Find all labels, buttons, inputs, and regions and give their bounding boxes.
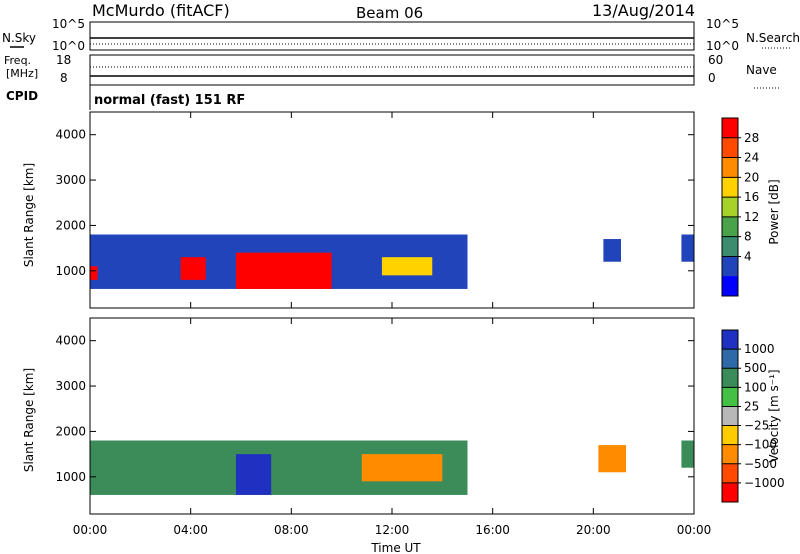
noise-strip: N.Sky 10^5 10^0 10^5 10^0 N.Search <box>2 17 800 53</box>
power-colorbar-tick-label-5: 8 <box>744 230 752 244</box>
x-axis-title: Time UT <box>370 541 421 554</box>
freq-tick-top: 18 <box>56 53 71 67</box>
freq-label-line1: Freq. <box>4 54 31 67</box>
power-ytick-label-3: 4000 <box>55 128 86 142</box>
velocity-colorbar-tick-label-1: 500 <box>744 361 767 375</box>
velocity-colorbar-swatch-0 <box>722 330 738 350</box>
date-title: 13/Aug/2014 <box>592 1 695 20</box>
nsearch-label: N.Search <box>746 31 800 45</box>
velocity-colorbar-swatch-6 <box>722 444 738 465</box>
time-tick-label-6: 00:00 <box>677 523 712 537</box>
time-tick-label-0: 00:00 <box>73 523 108 537</box>
power-region-5 <box>603 239 622 262</box>
velocity-colorbar-swatch-7 <box>722 463 738 484</box>
velocity-colorbar: 1000 500 100 25 −25 −100 −500 −1000 <box>721 329 785 503</box>
power-colorbar-swatch-0 <box>722 118 738 139</box>
velocity-colorbar-tick-label-2: 100 <box>744 380 767 394</box>
nave-label: Nave <box>746 63 777 77</box>
velocity-x-ticks <box>89 318 695 514</box>
power-ytick-label-0: 1000 <box>55 264 86 278</box>
power-panel: 1000 2000 3000 4000 Slant Range [km] <box>22 111 695 309</box>
velocity-colorbar-frame <box>721 329 739 503</box>
nave-tick-top: 60 <box>708 53 723 67</box>
power-ytick-label-2: 3000 <box>55 173 86 187</box>
velocity-colorbar-swatch-4 <box>722 406 738 427</box>
power-colorbar-swatch-3 <box>722 177 738 198</box>
velocity-colorbar-swatch-3 <box>722 387 738 407</box>
nsky-tick-top: 10^5 <box>52 17 85 31</box>
nave-tick-bottom: 0 <box>708 71 716 85</box>
power-colorbar-swatch-1 <box>722 137 738 159</box>
velocity-ytick-label-0: 1000 <box>55 470 86 484</box>
velocity-ytick-label-1: 2000 <box>55 424 86 438</box>
beam-title: Beam 06 <box>356 4 423 22</box>
power-colorbar-swatch-7 <box>722 256 738 277</box>
time-tick-label-2: 08:00 <box>274 523 309 537</box>
velocity-colorbar-tick-label-3: 25 <box>744 399 759 413</box>
velocity-colorbar-tick-label-6: −500 <box>744 457 777 471</box>
time-tick-label-4: 16:00 <box>475 523 510 537</box>
power-colorbar-tick-label-2: 20 <box>744 170 759 184</box>
power-colorbar-tick-label-0: 28 <box>744 131 759 145</box>
freq-strip: Freq. [MHz] 18 8 60 0 Nave <box>4 53 780 89</box>
power-region-6 <box>681 234 694 262</box>
power-colorbar-tick-label-6: 4 <box>744 249 752 263</box>
time-tick-label-1: 04:00 <box>173 523 208 537</box>
velocity-colorbar-swatch-5 <box>722 425 738 446</box>
velocity-colorbar-swatch-2 <box>722 368 738 388</box>
velocity-y-ticks: 1000 2000 3000 4000 <box>55 334 694 484</box>
velocity-panel: 1000 2000 3000 4000 00:00 04:00 08:00 12:00 16:… <box>22 317 712 554</box>
power-y-ticks: 1000 2000 3000 4000 <box>55 128 694 278</box>
velocity-region-3 <box>598 445 627 473</box>
velocity-colorbar-tick-label-5: −100 <box>744 438 777 452</box>
power-colorbar-swatch-4 <box>722 197 738 218</box>
power-colorbar-tick-label-3: 16 <box>744 190 759 204</box>
power-colorbar-tick-label-1: 24 <box>744 151 759 165</box>
velocity-colorbar-tick-label-4: −25 <box>744 419 769 433</box>
velocity-colorbar-swatch-8 <box>722 482 738 503</box>
velocity-ytick-label-2: 3000 <box>55 379 86 393</box>
velocity-region-4 <box>681 440 694 468</box>
nsky-tick-bottom: 10^0 <box>52 39 85 53</box>
time-tick-label-3: 12:00 <box>375 523 410 537</box>
power-colorbar-label: Power [dB] <box>767 179 781 244</box>
power-region-2 <box>180 257 206 280</box>
velocity-colorbar-label: Velocity [m s⁻¹] <box>767 369 781 462</box>
power-colorbar: 28 24 20 16 12 8 4 <box>721 117 759 297</box>
nsearch-tick-top: 10^5 <box>706 17 739 31</box>
power-colorbar-tick-label-4: 12 <box>744 210 759 224</box>
power-ylabel: Slant Range [km] <box>22 163 36 267</box>
power-colorbar-swatch-8 <box>722 276 738 297</box>
power-ytick-label-1: 2000 <box>55 218 86 232</box>
freq-tick-bottom: 8 <box>60 71 68 85</box>
station-title: McMurdo (fitACF) <box>92 1 230 20</box>
power-region-1 <box>90 266 98 280</box>
power-colorbar-swatch-2 <box>722 157 738 178</box>
velocity-colorbar-tick-label-7: −1000 <box>744 476 785 490</box>
cpid-label: CPID <box>6 89 38 103</box>
cpid-text: normal (fast) 151 RF <box>94 93 245 108</box>
velocity-ylabel: Slant Range [km] <box>22 368 36 472</box>
power-region-3 <box>235 252 332 289</box>
power-colorbar-swatch-5 <box>722 216 738 238</box>
velocity-colorbar-tick-label-0: 1000 <box>744 342 775 356</box>
velocity-ytick-label-3: 4000 <box>55 334 86 348</box>
power-colorbar-swatch-6 <box>722 236 738 257</box>
velocity-data-layer <box>90 440 694 495</box>
freq-label-line2: [MHz] <box>6 67 38 80</box>
power-colorbar-frame <box>721 117 739 297</box>
power-region-4 <box>381 257 433 276</box>
time-axis-labels: 00:00 04:00 08:00 12:00 16:00 20:00 00:00 <box>73 523 712 537</box>
noise-strip-frame <box>89 21 695 51</box>
velocity-region-1 <box>235 454 272 495</box>
nsearch-tick-bottom: 10^0 <box>706 39 739 53</box>
time-tick-label-5: 20:00 <box>576 523 611 537</box>
power-x-ticks <box>89 112 695 308</box>
velocity-colorbar-swatch-1 <box>722 349 738 369</box>
freq-strip-frame <box>89 54 695 86</box>
nsky-label: N.Sky <box>2 31 36 45</box>
velocity-region-2 <box>361 454 443 482</box>
power-data-layer <box>90 234 694 289</box>
